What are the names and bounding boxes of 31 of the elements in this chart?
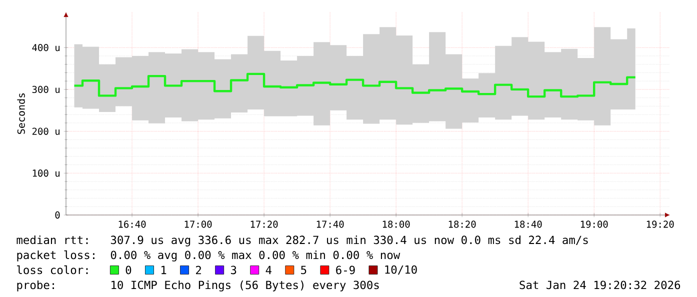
x-tick-label: 17:20 xyxy=(250,220,278,228)
legend-label: 10/10 xyxy=(385,265,417,275)
text: probe: xyxy=(17,280,54,292)
legend-title: loss color: xyxy=(17,265,88,274)
legend-label: 0 xyxy=(126,266,132,274)
x-tick-label: 17:40 xyxy=(316,220,344,228)
x-tick-label: 18:40 xyxy=(514,220,542,228)
y-tick-label: 100 u xyxy=(32,170,60,177)
x-tick-label: 18:20 xyxy=(448,220,476,228)
legend-label: 2 xyxy=(196,266,201,274)
x-tick-label: 19:20 xyxy=(646,220,674,228)
y-tick-label: 0 xyxy=(55,211,60,219)
y-tick-label: 200 u xyxy=(32,128,60,135)
text: 0.00 % avg 0.00 % max 0.00 % min 0.00 % now xyxy=(110,250,400,262)
text: 307.9 us avg 336.6 us max 282.7 us min 330.4 us now 0.0 ms sd 22.4 am/s xyxy=(110,235,588,246)
legend-label: 3 xyxy=(230,266,236,274)
x-tick-label: 17:00 xyxy=(184,220,212,228)
x-tick-label: 18:00 xyxy=(382,220,410,228)
text: 10 ICMP Echo Pings (56 Bytes) every 300s xyxy=(112,280,379,292)
text: median rtt: xyxy=(16,235,88,244)
x-tick-label: 19:00 xyxy=(580,220,608,228)
legend-label: 4 xyxy=(266,266,272,274)
text: Sat Jan 24 19:20:32 2026 xyxy=(520,280,680,290)
y-tick-label: 300 u xyxy=(32,86,60,94)
text: packet loss: xyxy=(17,250,94,262)
legend-label: 6-9 xyxy=(336,266,355,274)
x-tick-label: 16:40 xyxy=(118,220,146,228)
legend-label: 1 xyxy=(161,266,166,274)
legend-label: 5 xyxy=(301,266,306,274)
y-tick-label: 400 u xyxy=(32,44,60,52)
y-axis-title: Seconds xyxy=(17,93,25,134)
